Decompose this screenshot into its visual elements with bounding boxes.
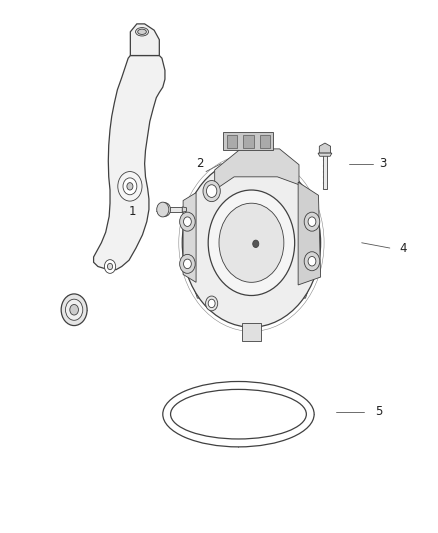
Circle shape xyxy=(206,185,217,197)
Circle shape xyxy=(219,203,284,282)
Circle shape xyxy=(70,304,78,315)
Circle shape xyxy=(208,190,295,295)
Polygon shape xyxy=(94,55,165,270)
Circle shape xyxy=(304,252,320,271)
Polygon shape xyxy=(131,24,159,55)
Polygon shape xyxy=(215,149,299,190)
Polygon shape xyxy=(260,135,270,148)
Ellipse shape xyxy=(135,28,148,36)
Circle shape xyxy=(184,259,191,269)
Polygon shape xyxy=(319,143,331,153)
Ellipse shape xyxy=(138,29,146,35)
Polygon shape xyxy=(298,182,321,285)
Circle shape xyxy=(66,299,83,320)
Circle shape xyxy=(253,240,259,247)
Text: 4: 4 xyxy=(399,241,406,255)
Circle shape xyxy=(61,294,87,326)
Ellipse shape xyxy=(163,382,314,447)
Ellipse shape xyxy=(170,390,306,439)
Polygon shape xyxy=(242,323,261,342)
Circle shape xyxy=(208,299,215,308)
Circle shape xyxy=(127,183,133,190)
Circle shape xyxy=(118,172,142,201)
Polygon shape xyxy=(183,192,196,282)
Text: 2: 2 xyxy=(196,157,203,170)
Circle shape xyxy=(304,212,320,231)
Polygon shape xyxy=(223,132,273,150)
Circle shape xyxy=(157,202,169,217)
Circle shape xyxy=(203,181,220,201)
Circle shape xyxy=(104,260,116,273)
Polygon shape xyxy=(318,153,332,156)
Polygon shape xyxy=(227,135,237,148)
Circle shape xyxy=(123,178,137,195)
Circle shape xyxy=(184,217,191,227)
Polygon shape xyxy=(163,207,182,212)
Circle shape xyxy=(308,256,316,266)
Circle shape xyxy=(159,203,170,216)
Text: 5: 5 xyxy=(375,405,383,418)
Circle shape xyxy=(308,217,316,227)
Circle shape xyxy=(205,296,218,311)
Text: 6: 6 xyxy=(62,305,69,318)
Polygon shape xyxy=(193,243,310,285)
Circle shape xyxy=(182,158,321,327)
Polygon shape xyxy=(323,153,327,189)
Circle shape xyxy=(180,254,195,273)
Text: 3: 3 xyxy=(380,157,387,170)
Polygon shape xyxy=(182,207,187,212)
Text: 1: 1 xyxy=(129,205,136,217)
Circle shape xyxy=(107,263,113,270)
Circle shape xyxy=(180,212,195,231)
Polygon shape xyxy=(243,135,254,148)
Polygon shape xyxy=(193,285,310,298)
